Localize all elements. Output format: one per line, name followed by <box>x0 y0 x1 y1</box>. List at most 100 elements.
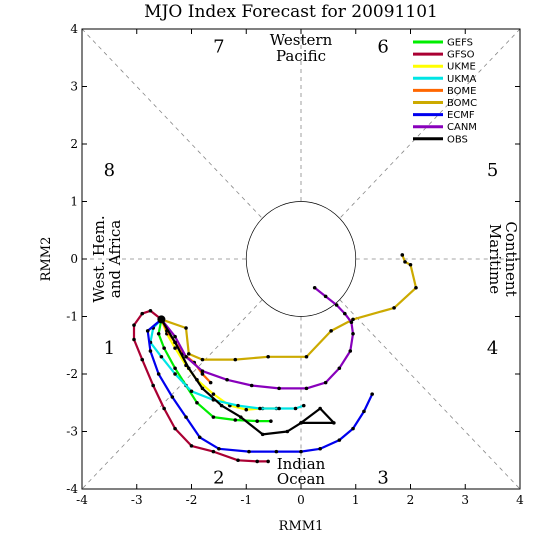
legend-label-ukma: UKMA <box>447 74 477 85</box>
phase-line <box>81 299 263 490</box>
unit-circle <box>245 201 357 317</box>
legend-label-ukme: UKME <box>447 62 476 73</box>
x-tick-label: 0 <box>297 493 305 507</box>
legend-label-bome: BOME <box>447 86 477 97</box>
series-point-canm <box>348 349 353 353</box>
series-point-ukma <box>173 372 177 376</box>
series-point-bomc <box>184 326 188 330</box>
y-tick-label: -1 <box>66 310 78 324</box>
series-point-canm <box>334 303 339 307</box>
series-point-obs <box>219 403 224 408</box>
series-point-gefs <box>156 331 161 336</box>
phase-line <box>339 28 521 219</box>
series-line-gfso <box>132 309 269 463</box>
series-point-ukma <box>258 406 262 411</box>
series-point-obs <box>332 421 336 425</box>
series-point-canm <box>200 369 205 373</box>
series-point-ecmf <box>318 446 322 451</box>
series-lines <box>132 253 418 464</box>
series-point-bomc <box>266 354 270 359</box>
series-point-gefs <box>173 366 177 371</box>
series-point-obs <box>299 421 303 425</box>
series-point-ukma <box>293 406 298 411</box>
series-point-ukme <box>211 392 216 396</box>
series-point-obs <box>285 429 290 434</box>
series-point-ecmf <box>148 349 153 353</box>
series-point-ecmf <box>247 449 251 454</box>
x-tick-label: -3 <box>131 493 143 507</box>
series-point-gefs <box>269 419 273 423</box>
series-point-gfso <box>148 308 153 313</box>
series-point-bomc <box>233 357 238 362</box>
series-point-canm <box>323 380 328 385</box>
x-tick-label: -4 <box>76 493 88 507</box>
series-point-canm <box>249 383 254 388</box>
series-point-ecmf <box>184 415 188 419</box>
series-point-obs <box>238 415 243 419</box>
x-tick-label: 3 <box>461 493 469 507</box>
series-point-gfso <box>211 449 216 454</box>
series-point-gfso <box>151 383 155 388</box>
series-point-obs <box>186 366 191 371</box>
series-point-gefs <box>162 346 166 350</box>
series-point-ecmf <box>217 446 221 451</box>
series-line-ukma <box>149 318 305 410</box>
y-tick-label: 4 <box>70 22 78 36</box>
series-point-ukme <box>244 407 249 412</box>
phase-label: 5 <box>487 160 498 181</box>
y-tick-label: 2 <box>70 137 78 151</box>
series-point-ukma <box>236 403 240 408</box>
legend-label-gefs: GEFS <box>447 38 473 49</box>
series-point-ukma <box>189 389 194 394</box>
series-point-obs <box>318 406 322 411</box>
series-point-ecmf <box>170 395 175 399</box>
series-point-bomc <box>200 357 205 362</box>
phase-label: 2 <box>213 468 224 489</box>
chart-title: MJO Index Forecast for 20091101 <box>144 2 438 22</box>
series-point-ukme <box>173 346 177 350</box>
x-tick-label: 2 <box>407 493 415 507</box>
series-line-ukme <box>160 319 277 411</box>
legend-label-obs: OBS <box>447 134 468 145</box>
series-point-ukma <box>159 354 164 359</box>
series-point-canm <box>351 331 355 336</box>
phase-labels: 1 2 3 4 5 6 7 8 <box>104 36 499 488</box>
series-point-bome <box>200 372 205 376</box>
series-point-bomc <box>414 285 418 290</box>
phase-line <box>339 299 521 490</box>
series-point-canm <box>337 366 342 371</box>
series-point-gfso <box>132 337 136 342</box>
legend-label-canm: CANM <box>447 122 477 133</box>
series-line-obs <box>160 318 335 436</box>
series-point-obs <box>260 432 265 437</box>
series-point-bomc <box>351 317 355 322</box>
series-point-ecmf <box>370 392 374 396</box>
series-point-gfso <box>266 459 270 464</box>
series-point-canm <box>343 311 347 316</box>
series-point-gfso <box>140 357 145 362</box>
series-point-ukma <box>277 406 281 411</box>
y-tick-label: -2 <box>66 367 78 381</box>
axis-ticks: -4 -3 -2 -1 0 1 2 3 4 -4 -3 -2 -1 0 1 2 3 4 <box>66 22 524 507</box>
region-label-top: Western <box>270 31 333 49</box>
series-point-ecmf <box>337 438 342 442</box>
series-point-bomc <box>186 352 191 356</box>
series-point-bomc <box>392 306 396 310</box>
phase-grid <box>81 28 521 490</box>
series-point-ecmf <box>362 409 366 414</box>
y-tick-label: -4 <box>66 482 78 496</box>
x-tick-label: 4 <box>516 493 524 507</box>
phase-label: 3 <box>377 468 388 489</box>
series-point-gfso <box>162 406 166 411</box>
y-tick-label: 1 <box>70 195 78 209</box>
series-point-obs <box>173 340 177 345</box>
region-label-left: and Africa <box>106 220 124 298</box>
series-point-gfso <box>132 323 136 327</box>
series-point-gfso <box>255 459 259 464</box>
series-point-gefs <box>233 418 238 422</box>
phase-label: 8 <box>104 160 115 181</box>
phase-line <box>81 28 263 219</box>
series-point-gfso <box>140 311 145 316</box>
